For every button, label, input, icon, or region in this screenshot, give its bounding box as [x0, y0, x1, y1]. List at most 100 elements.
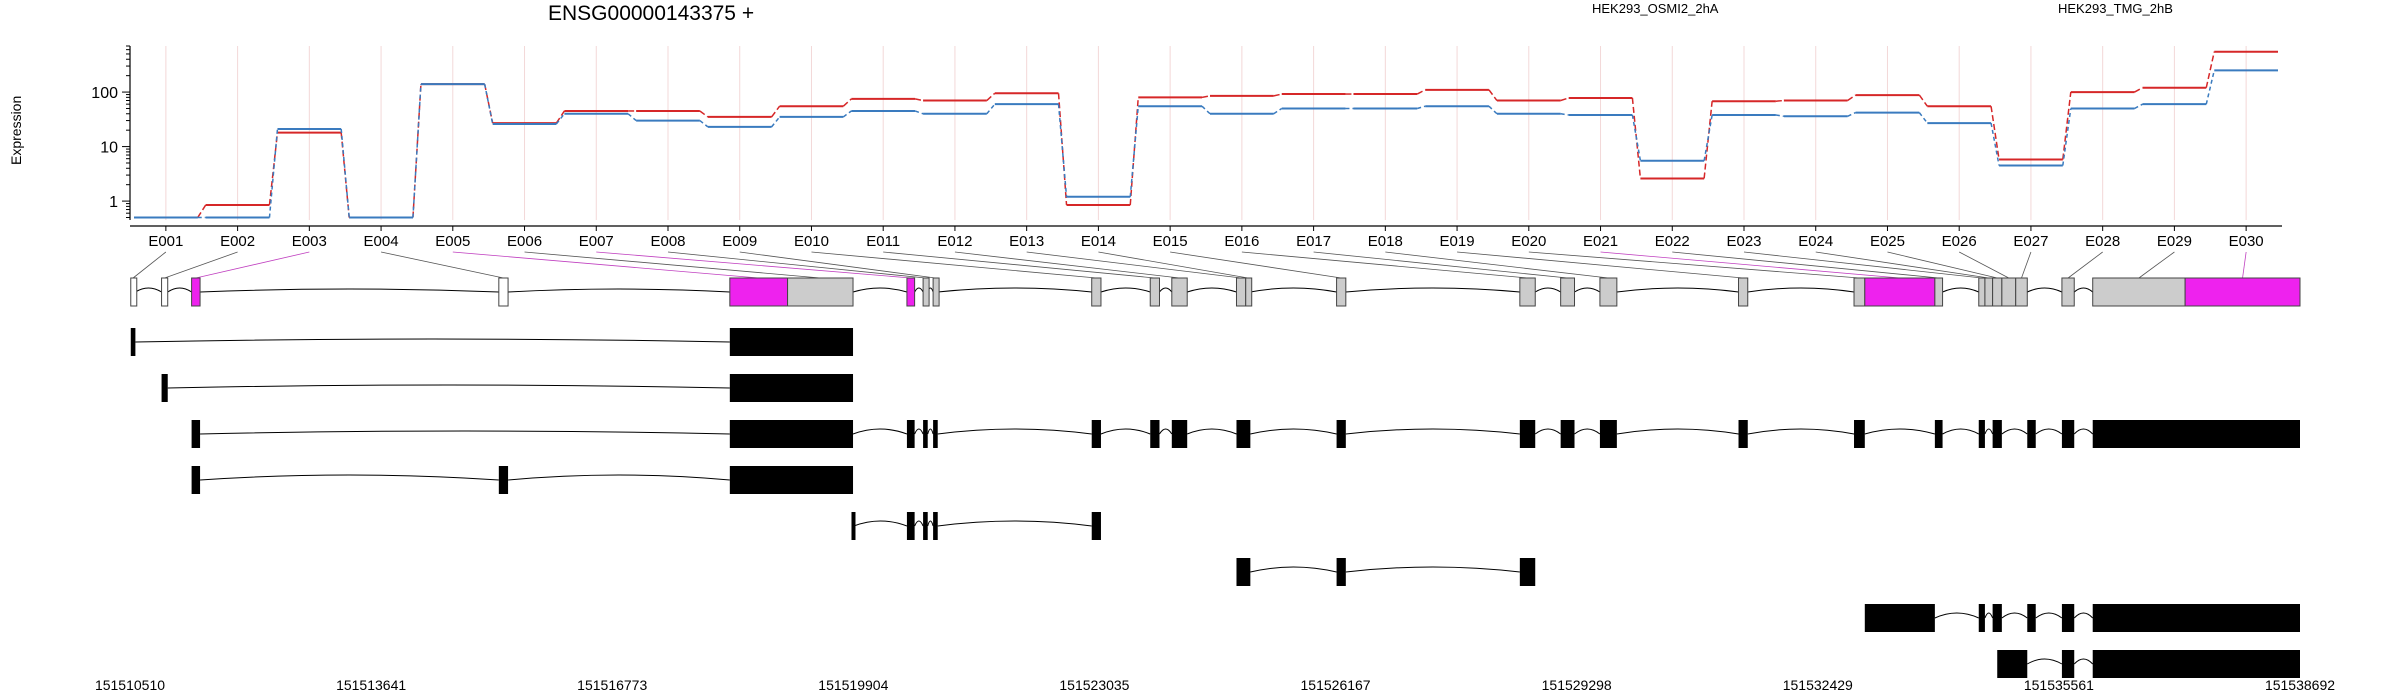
x-tick-label: E007: [579, 233, 614, 250]
x-tick-label: E030: [2229, 233, 2264, 250]
exon-connector: [739, 251, 936, 279]
exon-connector: [1743, 251, 1982, 279]
series-connector: [1416, 105, 1426, 110]
transcript-exon: [729, 420, 854, 448]
transcript-exon: [1599, 420, 1617, 448]
gene-model-exon: [2015, 277, 2028, 307]
x-tick-label: E008: [650, 233, 685, 250]
series-connector: [197, 204, 207, 218]
series-connector: [1631, 114, 1642, 161]
transcript-exon: [1997, 650, 2028, 678]
transcript-intron: [135, 338, 730, 343]
x-tick-label: E002: [220, 233, 255, 250]
exon-connector: [2242, 251, 2247, 279]
transcript-exon: [1738, 420, 1748, 448]
transcript-exon: [1992, 420, 2002, 448]
series-connector: [2134, 87, 2143, 93]
series-connector: [1560, 97, 1569, 102]
x-tick-label: E020: [1511, 233, 1546, 250]
transcript-exon: [1336, 558, 1346, 586]
transcript-intron: [1250, 566, 1520, 573]
series-connector: [1129, 106, 1140, 197]
x-tick-label: E023: [1726, 233, 1761, 250]
x-tick-label: E019: [1440, 233, 1475, 250]
exon-connector: [883, 251, 1155, 279]
transcript-intron: [1934, 612, 2094, 619]
x-tick-label: E026: [1942, 233, 1977, 250]
gene-model-exon: [1599, 277, 1618, 307]
genomic-tick-label: 151535561: [2024, 677, 2094, 693]
series-connector: [555, 113, 565, 125]
gene-model-exon: [932, 277, 940, 307]
y-tick-label: 1: [109, 194, 118, 211]
gene-model-exon: [922, 277, 930, 307]
transcript-exon: [130, 328, 136, 356]
transcript-exon: [1519, 420, 1536, 448]
exon-connector: [596, 251, 911, 279]
exon-connector: [452, 251, 759, 279]
legend-series-tmg: HEK293_TMG_2hB: [2058, 1, 2173, 16]
gene-model-exon: [1864, 277, 1936, 307]
transcript-intron: [167, 384, 730, 389]
exon-connector: [667, 251, 926, 279]
exon-connector: [2138, 251, 2175, 279]
transcript-exon: [1236, 420, 1251, 448]
genomic-tick-label: 151510510: [95, 677, 165, 693]
transcript-exon: [1150, 420, 1160, 448]
x-tick-label: E028: [2085, 233, 2120, 250]
gene-model-exon: [1738, 277, 1749, 307]
series-connector: [1560, 113, 1569, 116]
transcript-exon: [1978, 420, 1985, 448]
transcript-exon: [729, 328, 854, 356]
series-connector: [627, 113, 637, 122]
transcript-exon: [1992, 604, 2002, 632]
x-tick-label: E010: [794, 233, 829, 250]
transcript-exon: [1864, 604, 1935, 632]
series-connector: [770, 105, 781, 118]
series-connector: [2205, 70, 2215, 105]
exon-connector: [1170, 251, 1342, 279]
gene-model-exon: [1984, 277, 1994, 307]
series-connector: [1703, 114, 1713, 161]
exon-connector: [1528, 251, 1860, 279]
transcript-exon: [1560, 420, 1575, 448]
transcript-exon: [1091, 512, 1101, 540]
series-connector: [699, 110, 709, 118]
x-tick-label: E006: [507, 233, 542, 250]
genomic-tick-label: 151532429: [1783, 677, 1853, 693]
genomic-tick-label: 151519904: [818, 677, 888, 693]
series-connector: [2205, 51, 2215, 88]
x-tick-label: E015: [1153, 233, 1188, 250]
transcript-exon: [851, 512, 856, 540]
genomic-tick-label: 151538692: [2265, 677, 2335, 693]
transcript-exon: [498, 466, 509, 494]
transcript-exon: [933, 420, 938, 448]
gene-model-exon: [2061, 277, 2075, 307]
exon-connector: [1457, 251, 1744, 279]
gene-model-exon: [1519, 277, 1536, 307]
transcript-exon: [1171, 420, 1188, 448]
transcript-intron: [853, 520, 1092, 527]
gene-model-exon: [1978, 277, 1986, 307]
transcript-exon: [1854, 420, 1865, 448]
x-tick-label: E029: [2157, 233, 2192, 250]
x-tick-label: E016: [1224, 233, 1259, 250]
gene-model-exon: [2001, 277, 2017, 307]
gene-model-exon: [1171, 277, 1188, 307]
series-connector: [914, 110, 924, 115]
exon-connector: [195, 251, 310, 279]
series-connector: [1488, 105, 1498, 115]
series-connector: [1057, 104, 1068, 197]
transcript-exon: [2061, 420, 2075, 448]
series-connector: [268, 128, 279, 218]
exon-connector: [1600, 251, 1900, 279]
genomic-tick-label: 151529298: [1542, 677, 1612, 693]
exon-connector: [1959, 251, 2009, 279]
series-connector: [268, 132, 279, 206]
series-connector: [340, 128, 350, 218]
exon-connector: [132, 251, 167, 279]
series-connector: [1918, 112, 1928, 124]
gene-model-exon: [787, 277, 854, 307]
exon-connector: [524, 251, 821, 279]
